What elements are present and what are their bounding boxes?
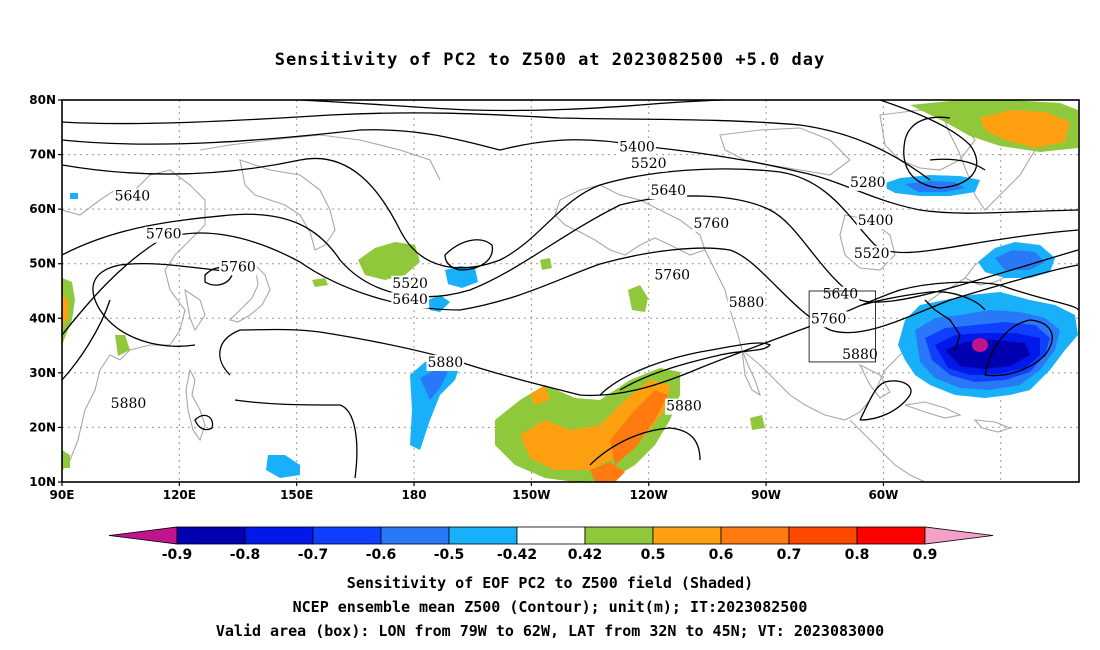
contour-label: 5520 bbox=[854, 246, 890, 262]
colorbar-label: -0.7 bbox=[298, 547, 329, 563]
contour-label-bg bbox=[109, 395, 148, 412]
contour-label: 5760 bbox=[146, 227, 182, 243]
lat-label: 10N bbox=[29, 475, 56, 489]
lat-label: 70N bbox=[29, 148, 56, 162]
contour-label-bg bbox=[856, 213, 895, 230]
colorbar-high-triangle bbox=[924, 526, 994, 545]
latitude-labels: 80N 70N 60N 50N 40N 30N 20N 10N bbox=[29, 93, 62, 489]
contour-label-bg bbox=[852, 245, 891, 262]
contour-label-bg bbox=[144, 226, 183, 243]
colorbar-segment bbox=[312, 526, 382, 545]
contour-label: 5640 bbox=[115, 189, 151, 205]
contour-label-bg bbox=[809, 311, 848, 328]
colorbar-label: 0.6 bbox=[709, 547, 734, 563]
contour-label: 5760 bbox=[811, 311, 847, 327]
lat-label: 30N bbox=[29, 366, 56, 380]
contour-label: 5880 bbox=[111, 396, 147, 412]
contour-label-bg bbox=[848, 174, 887, 191]
contour-label: 5880 bbox=[842, 347, 878, 363]
contour-label: 5280 bbox=[850, 175, 886, 191]
colorbar-label: 0.8 bbox=[845, 547, 870, 563]
contour-label-bg bbox=[219, 259, 257, 276]
contour-label: 5760 bbox=[654, 268, 690, 284]
contour-label-bg bbox=[727, 294, 766, 311]
colorbar-segment bbox=[244, 526, 314, 545]
colorbar-label: 0.42 bbox=[568, 547, 603, 563]
contour-label-bg bbox=[618, 139, 656, 156]
lat-label: 50N bbox=[29, 257, 56, 271]
lon-label: 150E bbox=[280, 488, 313, 502]
contour-label: 5880 bbox=[428, 355, 464, 371]
colorbar-label: -0.9 bbox=[162, 547, 193, 563]
lon-label: 120W bbox=[630, 488, 668, 502]
colorbar-segment bbox=[380, 526, 450, 545]
lat-label: 60N bbox=[29, 202, 56, 216]
contour-label-bg bbox=[629, 155, 668, 172]
contour-label: 5520 bbox=[392, 276, 428, 292]
lat-label: 40N bbox=[29, 311, 56, 325]
colorbar-segment bbox=[788, 526, 858, 545]
contour-label: 5400 bbox=[619, 139, 655, 155]
lon-label: 180 bbox=[402, 488, 427, 502]
lon-label: 150W bbox=[512, 488, 550, 502]
contour-label-bg bbox=[649, 183, 688, 200]
valid-area-box bbox=[808, 290, 876, 363]
colorbar: -0.9 -0.8 -0.7 -0.6 -0.5 -0.42 0.42 0.5 0.6 0.7 0.… bbox=[108, 526, 994, 563]
colorbar-label: 0.5 bbox=[641, 547, 666, 563]
contour-label: 5760 bbox=[220, 259, 256, 275]
colorbar-label: 0.7 bbox=[777, 547, 802, 563]
colorbar-segment bbox=[856, 526, 926, 545]
contour-label: 5640 bbox=[823, 287, 859, 303]
contour-labels: 5400552056405760528054005520564057605880… bbox=[109, 139, 895, 415]
sensitivity-shading bbox=[62, 100, 1078, 482]
caption-line-1: Sensitivity of EOF PC2 to Z500 field (Sh… bbox=[346, 574, 754, 592]
contour-label-bg bbox=[841, 346, 879, 363]
plot-frame bbox=[61, 99, 1080, 483]
colorbar-segment bbox=[516, 526, 586, 545]
contour-label: 5760 bbox=[693, 216, 729, 232]
colorbar-segment bbox=[584, 526, 654, 545]
lon-label: 90W bbox=[751, 488, 781, 502]
map-title: Sensitivity of PC2 to Z500 at 2023082500… bbox=[274, 50, 826, 70]
contour-label-bg bbox=[391, 292, 429, 309]
contour-label-bg bbox=[665, 398, 703, 415]
coastlines bbox=[62, 100, 1041, 482]
lon-label: 90E bbox=[50, 488, 75, 502]
colorbar-segment bbox=[176, 526, 246, 545]
contour-label-bg bbox=[692, 215, 731, 232]
contour-label: 5880 bbox=[729, 295, 765, 311]
colorbar-segment bbox=[448, 526, 518, 545]
contour-label: 5880 bbox=[666, 399, 702, 415]
contour-label: 5400 bbox=[858, 213, 894, 229]
colorbar-label: 0.9 bbox=[913, 547, 938, 563]
contour-label: 5640 bbox=[650, 183, 686, 199]
colorbar-label: -0.42 bbox=[497, 547, 537, 563]
contour-label: 5640 bbox=[392, 292, 428, 308]
lat-label: 80N bbox=[29, 93, 56, 107]
lon-label: 60W bbox=[868, 488, 898, 502]
lat-label: 20N bbox=[29, 420, 56, 434]
colorbar-label: -0.6 bbox=[366, 547, 397, 563]
colorbar-label: -0.8 bbox=[230, 547, 261, 563]
caption-line-3: Valid area (box): LON from 79W to 62W, L… bbox=[215, 622, 885, 640]
contour-label-bg bbox=[653, 267, 692, 284]
contour-label-bg bbox=[426, 354, 465, 371]
contour-label-bg bbox=[113, 188, 152, 205]
contour-label-bg bbox=[391, 275, 429, 292]
colorbar-segment bbox=[720, 526, 790, 545]
colorbar-segment bbox=[652, 526, 722, 545]
colorbar-low-triangle bbox=[108, 526, 178, 545]
contour-label: 5520 bbox=[631, 156, 667, 172]
longitude-labels: 90E 120E 150E 180 150W 120W 90W 60W bbox=[50, 482, 898, 502]
caption-line-2: NCEP ensemble mean Z500 (Contour); unit(… bbox=[292, 598, 808, 616]
colorbar-label: -0.5 bbox=[434, 547, 465, 563]
lon-label: 120E bbox=[163, 488, 196, 502]
